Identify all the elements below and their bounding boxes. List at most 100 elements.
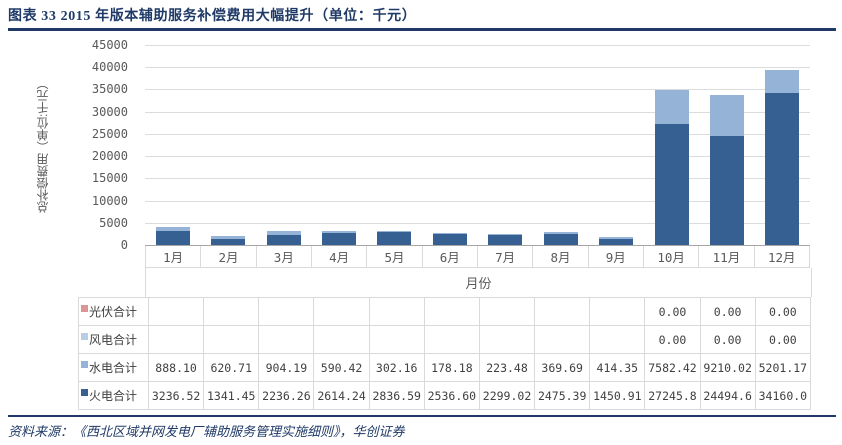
bar-segment-水电合计: [266, 231, 301, 236]
bar-segment-水电合计: [543, 232, 578, 234]
bar-slot-1月: [145, 45, 200, 245]
table-cell: [313, 325, 370, 354]
y-axis-title: 总补偿费用（单位:千元）: [36, 77, 50, 213]
x-axis-label: 6月: [421, 246, 477, 267]
table-cell: [147, 297, 205, 326]
bar-segment-火电合计: [599, 238, 634, 245]
table-cell: 27245.8: [644, 381, 701, 410]
legend-key-水电合计: 水电合计: [78, 353, 149, 382]
table-cell: [203, 297, 260, 326]
stacked-bar-8月: [543, 232, 578, 245]
table-cell: 0.00: [699, 325, 756, 354]
gridline: [145, 45, 810, 46]
source-rule: [8, 415, 836, 417]
bar-series-area: [145, 45, 810, 245]
stacked-bar-6月: [432, 232, 467, 245]
table-cell: [258, 297, 315, 326]
source-note: 资料来源：《西北区域并网发电厂辅助服务管理实施细则》，华创证券: [8, 424, 405, 439]
stacked-bar-10月: [654, 90, 689, 245]
y-tick-label: 35000: [91, 82, 128, 97]
table-cell: 5201.17: [754, 353, 812, 382]
bar-slot-10月: [644, 45, 699, 245]
table-row-风电合计: 风电合计 0.00 0.00 0.00: [78, 325, 812, 354]
chart-data-table: 光伏合计 0.00 0.00 0.00 风电合计 0.00 0.00 0.00 水电合计 888.…: [78, 297, 812, 410]
x-axis-label: 2月: [200, 246, 255, 267]
bar-segment-水电合计: [155, 226, 190, 231]
bar-slot-4月: [311, 45, 366, 245]
legend-swatch-icon: [81, 305, 88, 312]
stacked-bar-12月: [765, 70, 800, 245]
bar-segment-火电合计: [211, 239, 246, 245]
bar-segment-火电合计: [266, 235, 301, 245]
legend-key-光伏合计: 光伏合计: [78, 297, 149, 326]
table-cell: 7582.42: [644, 353, 701, 382]
table-row-水电合计: 水电合计 888.10 620.71 904.19 590.42 302.16 178.18…: [78, 353, 812, 382]
x-axis-title: 月份: [465, 276, 492, 291]
stacked-bar-11月: [709, 95, 744, 245]
bar-segment-水电合计: [765, 70, 800, 94]
bar-slot-6月: [422, 45, 477, 245]
bar-segment-火电合计: [321, 233, 356, 245]
bar-segment-水电合计: [211, 236, 246, 240]
legend-swatch-icon: [81, 361, 88, 368]
plot-area: [145, 45, 810, 246]
bar-slot-3月: [256, 45, 311, 245]
bar-slot-7月: [478, 45, 533, 245]
table-cell: [478, 325, 536, 354]
table-cell: 24494.6: [699, 381, 756, 410]
bar-slot-2月: [200, 45, 255, 245]
gridline: [145, 111, 810, 113]
bar-segment-水电合计: [654, 90, 689, 124]
gridline: [145, 67, 810, 69]
y-tick-label: 20000: [91, 149, 128, 164]
table-cell: [147, 325, 205, 354]
bar-slot-11月: [699, 45, 754, 245]
stacked-bar-7月: [488, 233, 523, 245]
y-tick-label: 5000: [99, 215, 128, 230]
table-cell: 0.00: [644, 325, 701, 354]
table-cell: 0.00: [644, 297, 701, 326]
table-cell: [313, 297, 370, 326]
table-cell: 369.69: [534, 353, 591, 382]
x-axis-labels: 1月 2月 3月 4月 5月 6月 7月 8月 9月 10月 11月 12月: [145, 246, 810, 268]
stacked-bar-3月: [266, 231, 301, 245]
legend-key-火电合计: 火电合计: [78, 381, 149, 410]
gridline: [145, 178, 810, 180]
table-cell: 2475.39: [534, 381, 591, 410]
gridline: [145, 200, 810, 202]
bar-segment-火电合计: [432, 233, 467, 245]
bar-slot-9月: [588, 45, 643, 245]
table-cell: [368, 325, 425, 354]
table-cell: 414.35: [589, 353, 646, 382]
x-axis-label: 3月: [255, 246, 311, 267]
table-cell: 904.19: [258, 353, 315, 382]
bar-segment-火电合计: [654, 123, 689, 245]
table-cell: 888.10: [147, 353, 205, 382]
y-tick-label: 45000: [91, 38, 128, 52]
bar-segment-火电合计: [488, 234, 523, 245]
table-cell: 2536.60: [423, 381, 480, 410]
x-axis-label: 7月: [476, 246, 532, 267]
legend-label: 风电合计: [89, 333, 138, 347]
figure-title: 图表 33 2015 年版本辅助服务补偿费用大幅提升（单位：千元）: [8, 9, 417, 24]
y-tick-label: 30000: [91, 104, 128, 119]
table-cell: 34160.0: [754, 381, 812, 410]
bar-segment-火电合计: [709, 136, 744, 245]
table-row-光伏合计: 光伏合计 0.00 0.00 0.00: [78, 297, 812, 326]
gridline: [145, 222, 810, 224]
x-axis-label: 10月: [642, 246, 698, 267]
gridline: [145, 133, 810, 135]
table-cell: 1341.45: [203, 381, 260, 410]
bar-slot-12月: [755, 45, 810, 245]
y-tick-label: 0: [120, 238, 128, 252]
x-axis-label: 1月: [145, 246, 200, 267]
gridline: [145, 156, 810, 158]
table-cell: [368, 297, 425, 326]
x-axis-label: 9月: [587, 246, 643, 267]
y-tick-label: 25000: [91, 126, 128, 141]
x-axis-label: 12月: [753, 246, 810, 267]
table-cell: 9210.02: [699, 353, 756, 382]
bar-segment-水电合计: [599, 236, 634, 239]
table-cell: 1450.91: [589, 381, 646, 410]
stacked-bar-2月: [211, 236, 246, 245]
